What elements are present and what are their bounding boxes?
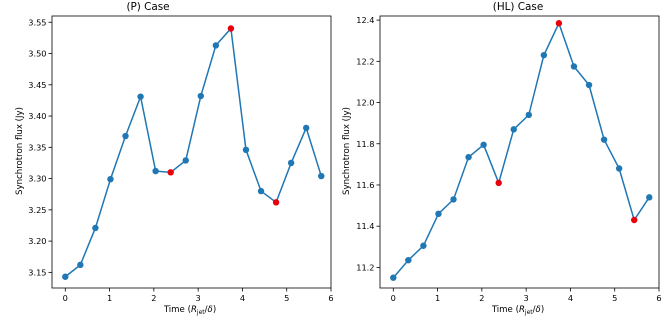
y-tick-label: 11.8 — [356, 139, 374, 149]
data-point — [390, 274, 397, 281]
data-point — [600, 136, 608, 143]
chart-panel-p-case: (P) Case Synchrotron flux (Jy) Time (Rje… — [15, 1, 334, 316]
x-tick-label: 3 — [524, 293, 529, 303]
data-point — [197, 92, 204, 100]
highlight-point — [272, 199, 280, 206]
data-point — [152, 167, 159, 175]
y-tick-label: 3.30 — [28, 174, 46, 184]
data-point — [540, 51, 548, 59]
data-point — [420, 242, 427, 249]
axis-ticks: 0 1 2 3 4 5 6 3.15 3.20 3.25 3.30 3.35 3.40 3.45 3.50 3… — [28, 17, 333, 303]
data-point — [435, 210, 442, 218]
y-axis-label: Synchrotron flux (Jy) — [342, 107, 352, 195]
data-point — [318, 172, 325, 180]
data-point — [242, 146, 250, 154]
x-tick-label: 4 — [568, 293, 573, 303]
data-point — [570, 63, 578, 70]
y-tick-label: 11.2 — [356, 262, 374, 272]
series-line — [392, 21, 650, 279]
highlight-point — [227, 25, 235, 32]
data-point — [257, 187, 265, 195]
chart-title: (HL) Case — [493, 1, 543, 13]
y-tick-label: 12.0 — [356, 98, 374, 108]
plot-frame — [379, 15, 660, 289]
x-tick-label: 2 — [151, 293, 156, 303]
data-point — [62, 273, 69, 280]
y-axis-label: Synchrotron flux (Jy) — [15, 107, 25, 195]
highlight-point — [555, 20, 563, 27]
data-point — [287, 159, 295, 167]
highlight-point — [495, 179, 502, 187]
x-axis-label: Time (Rjet/δ) — [163, 305, 216, 316]
data-point — [303, 124, 310, 132]
y-tick-label: 3.15 — [28, 267, 46, 277]
data-point — [77, 261, 84, 269]
x-tick-label: 5 — [612, 293, 617, 303]
highlight-point — [167, 169, 174, 176]
axis-ticks: 0 1 2 3 4 5 6 11.2 11.4 11.6 11.8 12.0 12.2 12.4 — [356, 15, 661, 303]
data-point — [525, 111, 532, 119]
x-tick-label: 6 — [656, 293, 661, 303]
data-point — [107, 176, 114, 183]
data-point — [92, 224, 99, 232]
x-tick-label: 0 — [391, 293, 396, 303]
x-tick-label: 2 — [479, 293, 484, 303]
data-point — [615, 165, 623, 172]
data-point — [122, 132, 129, 140]
x-tick-label: 5 — [284, 293, 289, 303]
x-tick-label: 0 — [63, 293, 68, 303]
x-tick-label: 1 — [107, 293, 112, 303]
plot-frame — [51, 15, 332, 289]
data-marks — [390, 20, 653, 281]
x-tick-label: 6 — [328, 293, 333, 303]
chart-panel-hl-case: (HL) Case Synchrotron flux (Jy) Time (Rj… — [342, 1, 662, 316]
y-tick-label: 3.50 — [28, 49, 46, 59]
data-point — [450, 196, 457, 203]
data-point — [480, 141, 487, 148]
y-tick-label: 12.2 — [356, 56, 374, 66]
y-tick-label: 3.45 — [28, 80, 46, 90]
series-line — [64, 26, 322, 278]
y-tick-label: 12.4 — [356, 15, 374, 25]
y-tick-label: 3.55 — [28, 17, 46, 27]
data-point — [465, 153, 472, 161]
data-point — [405, 256, 412, 264]
data-point — [646, 194, 653, 201]
y-tick-label: 11.6 — [356, 180, 374, 190]
data-point — [510, 126, 517, 133]
y-tick-label: 3.40 — [28, 111, 46, 121]
svg-text:Time (Rjet/δ): Time (Rjet/δ) — [163, 305, 216, 316]
y-tick-label: 3.25 — [28, 205, 46, 215]
x-tick-label: 4 — [240, 293, 245, 303]
x-axis-label: Time (Rjet/δ) — [491, 305, 544, 316]
highlight-point — [631, 216, 638, 224]
chart-title: (P) Case — [126, 1, 169, 13]
data-point — [585, 81, 593, 89]
data-point — [212, 42, 220, 49]
data-point — [137, 93, 144, 100]
data-marks — [62, 25, 325, 280]
x-tick-label: 3 — [196, 293, 201, 303]
x-tick-label: 1 — [435, 293, 440, 303]
y-tick-label: 3.35 — [28, 142, 46, 152]
svg-text:Time (Rjet/δ): Time (Rjet/δ) — [491, 305, 544, 316]
y-tick-label: 3.20 — [28, 236, 46, 246]
y-tick-label: 11.4 — [356, 221, 374, 231]
data-point — [182, 157, 189, 164]
